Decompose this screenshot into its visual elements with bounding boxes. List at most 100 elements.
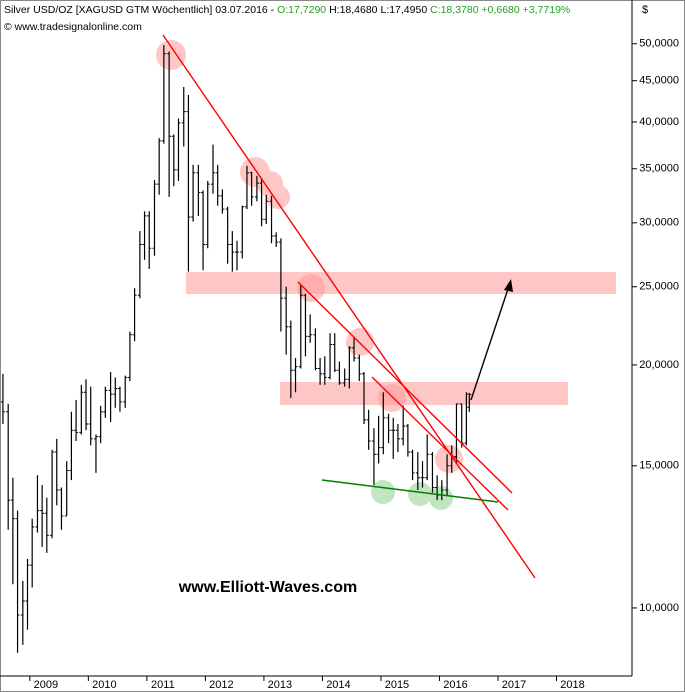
ohlc-bar bbox=[244, 165, 249, 210]
change-label: +0,6680 bbox=[481, 4, 519, 16]
ohlc-bar bbox=[54, 438, 59, 506]
ohlc-bar bbox=[64, 461, 69, 517]
ohlc-bar bbox=[230, 231, 235, 272]
trendline bbox=[297, 281, 513, 494]
ohlc-bar bbox=[313, 328, 318, 371]
ohlc-bar bbox=[181, 86, 186, 147]
ohlc-bar bbox=[269, 195, 274, 244]
y-tick-label: 50,0000 bbox=[639, 38, 679, 50]
ohlc-bar bbox=[113, 377, 118, 408]
ohlc-bar bbox=[391, 417, 396, 459]
ohlc-bar bbox=[264, 194, 269, 224]
ohlc-bar bbox=[88, 386, 93, 446]
ohlc-bar bbox=[240, 205, 245, 259]
ohlc-bar bbox=[386, 413, 391, 444]
ohlc-bar bbox=[308, 314, 313, 343]
ohlc-bar bbox=[454, 403, 459, 464]
ohlc-bar bbox=[93, 434, 98, 473]
ohlc-bar bbox=[342, 368, 347, 387]
ohlc-bar bbox=[35, 475, 40, 533]
ohlc-bar bbox=[332, 333, 337, 373]
x-tick-label: 2009 bbox=[34, 679, 58, 691]
ohlc-bar bbox=[142, 211, 147, 260]
arrow bbox=[470, 285, 510, 401]
y-tick-label: 25,0000 bbox=[639, 281, 679, 293]
trendline bbox=[371, 376, 509, 511]
trendlines bbox=[162, 34, 536, 579]
ohlc-bar bbox=[74, 399, 79, 441]
ohlc-bar bbox=[284, 286, 289, 355]
ohlc-bar bbox=[337, 361, 342, 385]
resistance-zone bbox=[186, 272, 616, 294]
ohlc-bar bbox=[176, 118, 181, 182]
circle bbox=[378, 384, 406, 412]
y-tick-label: 30,0000 bbox=[639, 217, 679, 229]
ohlc-bar bbox=[6, 403, 11, 530]
x-tick-label: 2015 bbox=[385, 679, 409, 691]
ohlc-bar bbox=[211, 144, 216, 194]
ohlc-bar bbox=[254, 175, 259, 202]
ohlc-bar bbox=[161, 45, 166, 144]
ohlc-bar bbox=[225, 206, 230, 264]
circle bbox=[346, 328, 374, 356]
title: Silver USD/OZ [XAGUSD GTM Wöchentlich] 0… bbox=[4, 4, 275, 16]
header: Silver USD/OZ [XAGUSD GTM Wöchentlich] 0… bbox=[4, 4, 570, 16]
ohlc-bar bbox=[425, 434, 430, 481]
y-tick-label: 15,0000 bbox=[639, 460, 679, 472]
ohlc-bar bbox=[410, 449, 415, 481]
x-tick-label: 2016 bbox=[443, 679, 467, 691]
resistance-zone bbox=[280, 382, 568, 405]
ohlc-bar bbox=[205, 181, 210, 249]
x-tick-label: 2017 bbox=[502, 679, 526, 691]
ohlc-bar bbox=[98, 405, 103, 444]
ohlc-bar bbox=[371, 428, 376, 486]
ohlc-bar bbox=[357, 354, 362, 382]
circle bbox=[371, 480, 395, 504]
ohlc-bar bbox=[79, 384, 84, 435]
ohlc-bar bbox=[445, 454, 450, 496]
ohlc-bar bbox=[322, 356, 327, 385]
ohlc-bar bbox=[318, 358, 323, 385]
ohlc-bar bbox=[147, 211, 152, 269]
ohlc-bar bbox=[347, 346, 352, 389]
ohlc-bar bbox=[30, 518, 35, 588]
ohlc-bar bbox=[186, 94, 191, 272]
ohlc-bar bbox=[274, 232, 279, 248]
ohlc-bar bbox=[405, 423, 410, 457]
support-line bbox=[321, 479, 499, 503]
circle bbox=[266, 185, 290, 209]
ohlc-bar bbox=[249, 171, 254, 206]
ohlc-bar bbox=[196, 164, 201, 216]
circle bbox=[408, 482, 432, 506]
ohlc-bar bbox=[152, 179, 157, 256]
ohlc-bar bbox=[376, 415, 381, 464]
circle bbox=[156, 40, 186, 70]
ohlc-bar bbox=[298, 285, 303, 369]
ohlc-bar bbox=[401, 405, 406, 446]
ohlc-bar bbox=[167, 51, 172, 197]
currency: $ bbox=[642, 4, 648, 16]
ohlc-bar bbox=[44, 497, 49, 553]
ohlc-bar bbox=[430, 452, 435, 493]
ohlc-bar bbox=[20, 580, 25, 645]
ohlc-bar bbox=[123, 375, 128, 408]
ohlc-bar bbox=[328, 333, 333, 380]
high-label: H:18,4680 bbox=[329, 4, 378, 16]
ohlc-bar bbox=[259, 177, 264, 227]
circle bbox=[435, 445, 463, 473]
ohlc-bar bbox=[59, 487, 64, 530]
ohlc-bar bbox=[361, 372, 366, 424]
plot-area bbox=[0, 45, 472, 653]
ohlc-bar bbox=[366, 409, 371, 450]
open-label: O:17,7290 bbox=[277, 4, 326, 16]
ohlc-bar bbox=[459, 403, 464, 448]
ohlc-bar bbox=[171, 134, 176, 187]
ohlc-bar bbox=[0, 373, 5, 424]
annotations bbox=[156, 40, 616, 510]
watermark: www.Elliott-Waves.com bbox=[178, 579, 357, 596]
low-label: L:17,4950 bbox=[380, 4, 427, 16]
y-tick-label: 45,0000 bbox=[639, 75, 679, 87]
ohlc-bar bbox=[191, 164, 196, 222]
ohlc-bar bbox=[137, 231, 142, 299]
